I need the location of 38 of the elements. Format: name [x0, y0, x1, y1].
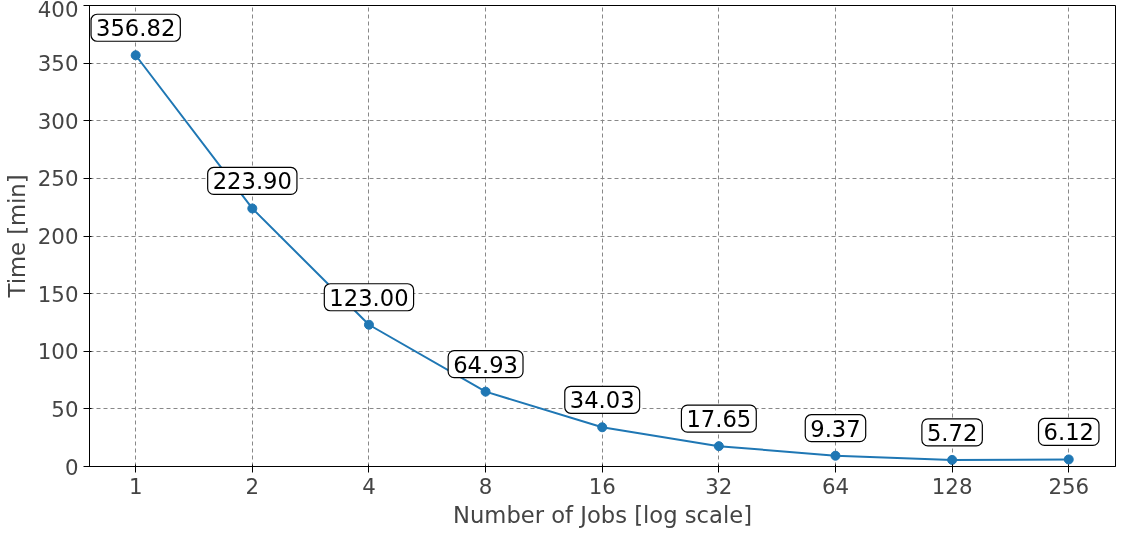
- x-tick-label: 1: [128, 473, 143, 499]
- y-tick-label: 50: [51, 396, 79, 422]
- point: [480, 386, 491, 397]
- data-label: 356.82: [96, 15, 176, 42]
- data-label: 223.90: [212, 168, 292, 195]
- point: [830, 450, 841, 461]
- data-label: 9.37: [810, 415, 861, 442]
- point: [130, 50, 141, 61]
- y-tick-label: 100: [37, 339, 79, 365]
- y-tick-label: 200: [37, 224, 79, 249]
- x-tick-label: 128: [931, 473, 973, 499]
- data-label: 17.65: [686, 406, 752, 433]
- data-label: 6.12: [1043, 419, 1094, 446]
- x-axis-title: Number of Jobs [log scale]: [453, 501, 752, 528]
- y-tick-label: 0: [64, 454, 79, 480]
- data-label: 123.00: [329, 284, 409, 311]
- y-tick-label: 300: [37, 108, 79, 134]
- x-tick-label: 16: [588, 473, 616, 499]
- y-tick-label: 400: [37, 0, 79, 22]
- point: [597, 422, 608, 433]
- x-tick-label: 2: [245, 473, 260, 499]
- y-tick-label: 150: [37, 281, 79, 307]
- x-tick-label: 8: [478, 473, 493, 499]
- point: [247, 203, 258, 214]
- data-label: 34.03: [569, 387, 635, 414]
- point: [363, 319, 374, 330]
- y-tick-label: 350: [37, 51, 79, 77]
- x-tick-label: 64: [821, 473, 850, 499]
- point: [713, 441, 724, 452]
- data-label: 5.72: [926, 419, 978, 446]
- x-tick-label: 32: [705, 473, 733, 499]
- x-tick-label: 256: [1048, 473, 1090, 499]
- point: [1063, 454, 1074, 465]
- y-tick-label: 250: [37, 166, 79, 192]
- point: [947, 454, 958, 465]
- data-label: 64.93: [453, 351, 519, 378]
- x-tick-label: 4: [362, 473, 376, 499]
- y-axis-title: Time [min]: [3, 174, 30, 299]
